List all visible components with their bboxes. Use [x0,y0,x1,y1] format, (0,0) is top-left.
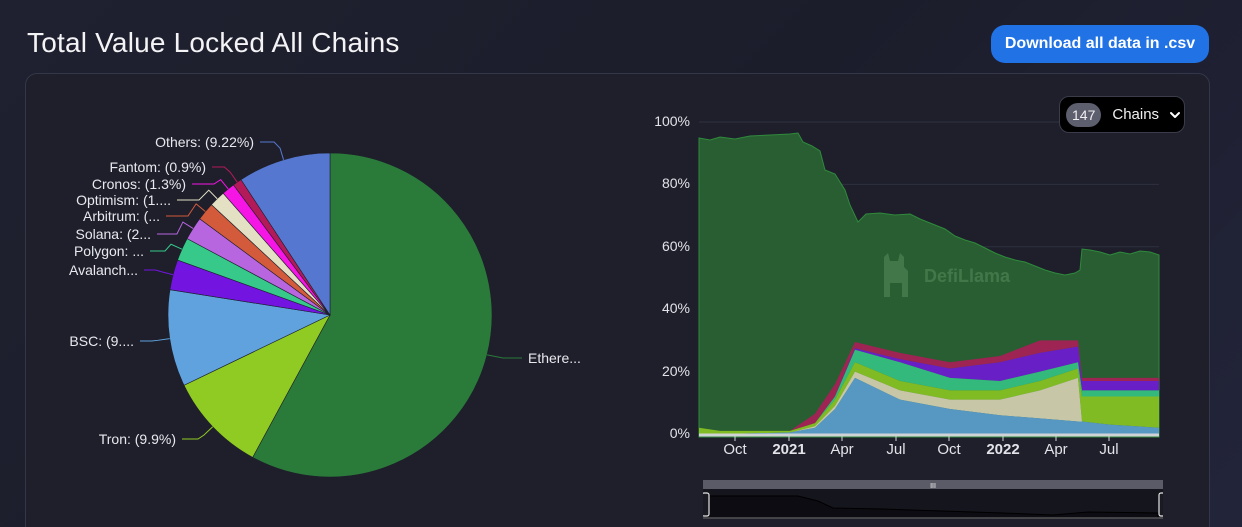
download-csv-button[interactable]: Download all data in .csv [991,25,1209,63]
pie-leader-line [150,243,183,252]
pie-label-solana: Solana: (2... [75,226,152,242]
pie-slice-others[interactable] [240,152,331,317]
pie-leader-line [140,338,170,342]
chains-count-badge: 147 [1066,102,1102,127]
x-axis-tick-label: Jul [1099,441,1119,458]
y-axis-tick-label: 100% [654,113,690,129]
pie-leader-line [260,141,285,160]
pie-chart-svg[interactable] [0,0,620,527]
slider-right-handle[interactable] [1158,492,1167,517]
watermark-text: DefiLlama [924,265,1011,286]
pie-leader-line [144,269,174,276]
chevron-down-icon [1170,111,1181,118]
pie-leader-line [212,166,238,183]
x-axis-tick-label: 2021 [772,441,806,458]
pie-label-arbitrum: Arbitrum: (... [82,208,160,224]
pie-leader-line [166,203,206,217]
pie-label-fantom: Fantom: (0.9%) [109,159,206,175]
pie-slice-ethereum[interactable] [252,152,493,478]
pie-label-cronos: Cronos: (1.3%) [91,176,186,192]
x-axis-tick-label: Apr [830,441,854,458]
slider-drag-bar[interactable] [703,480,1163,489]
pie-label-others: Others: (9.22%) [155,134,254,150]
x-axis-tick-label: Oct [723,441,747,458]
pie-chart: Ethere... Tron: (9.9%) BSC: (9.... Avalanch… [0,0,620,527]
date-range-slider[interactable]: III [701,478,1167,520]
y-axis-tick-label: 0% [669,425,690,441]
pie-label-optimism: Optimism: (1.... [76,192,171,208]
x-axis-tick-label: Jul [886,441,906,458]
pie-label-polygon: Polygon: ... [73,243,144,259]
pie-leader-line [177,189,218,201]
slider-left-handle[interactable] [701,492,710,517]
chains-dropdown[interactable]: 147 Chains [1059,96,1185,133]
pie-label-avalanche: Avalanch... [68,262,138,278]
y-axis-tick-label: 80% [661,175,690,192]
pie-label-bsc: BSC: (9.... [69,333,134,349]
page-title: Total Value Locked All Chains [27,27,400,58]
chains-dropdown-label: Chains [1112,106,1160,123]
defillama-watermark: DefiLlama [876,253,1010,299]
pie-slice-bsc[interactable] [167,289,331,386]
y-axis-tick-label: 20% [661,362,690,379]
pie-leader-line [486,354,522,359]
x-axis-tick-label: Oct [937,441,961,458]
pie-leader-line [157,221,194,235]
llama-icon [884,253,908,297]
pie-leader-line [192,178,229,190]
pie-label-tron: Tron: (9.9%) [98,431,176,447]
x-axis-tick-label: Apr [1044,441,1068,458]
y-axis-tick-label: 60% [661,237,690,254]
svg-text:III: III [930,483,936,490]
x-axis-tick-label: 2022 [986,441,1020,458]
pie-leader-line [182,426,214,440]
pie-label-ethereum: Ethere... [528,350,581,366]
y-axis-tick-label: 40% [661,300,690,317]
